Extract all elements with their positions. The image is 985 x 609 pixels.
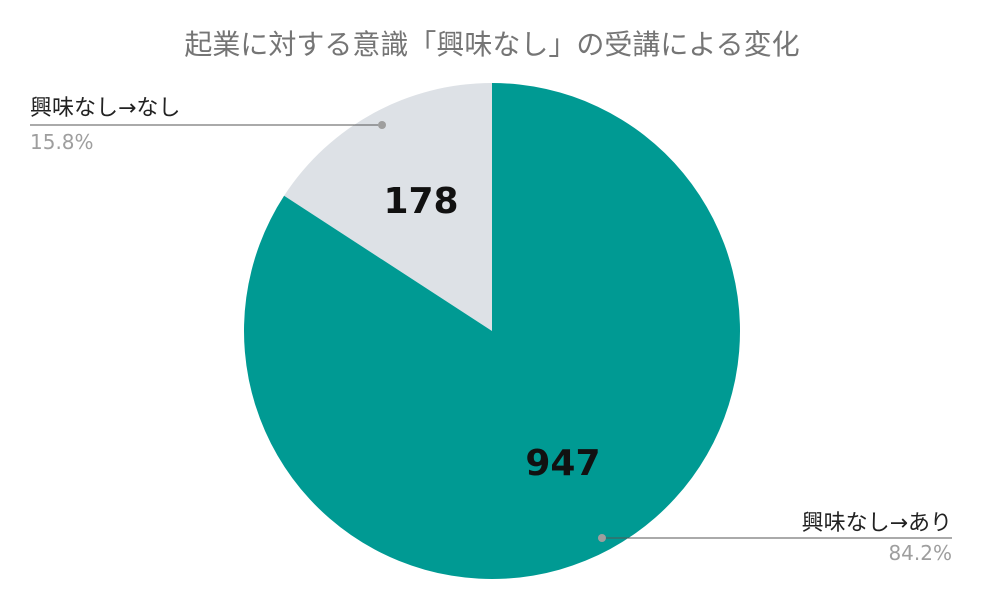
legend-percent-2: 84.2% [888,541,952,565]
slice-value-label-2: 947 [525,443,600,484]
legend-name-2: 興味なし→あり [802,511,952,536]
pie-slice-1 [284,83,492,331]
slice-value-labels: 178 947 [383,181,600,484]
legend-name-1: 興味なし→なし [30,96,180,121]
leader-dot-2 [597,534,606,542]
legend-percent-1: 15.8% [30,130,94,154]
chart-title: 起業に対する意識「興味なし」の受講による変化 [184,28,799,61]
pie-slices [243,83,740,579]
slice-value-label-1: 178 [383,181,458,222]
leader-dot-1 [378,121,387,129]
slice-legends: 興味なし→なし 15.8% 興味なし→あり 84.2% [30,96,952,565]
pie-slice-2 [243,83,740,579]
